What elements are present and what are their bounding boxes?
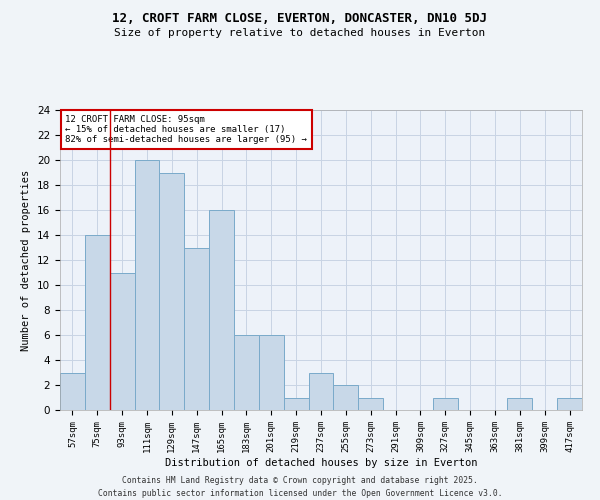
- Bar: [209, 210, 234, 410]
- Text: Contains HM Land Registry data © Crown copyright and database right 2025.
Contai: Contains HM Land Registry data © Crown c…: [98, 476, 502, 498]
- Bar: [334, 385, 358, 410]
- Bar: [433, 398, 458, 410]
- Bar: [259, 335, 284, 410]
- Bar: [85, 235, 110, 410]
- Bar: [234, 335, 259, 410]
- Text: 12, CROFT FARM CLOSE, EVERTON, DONCASTER, DN10 5DJ: 12, CROFT FARM CLOSE, EVERTON, DONCASTER…: [113, 12, 487, 26]
- Bar: [308, 372, 334, 410]
- Bar: [60, 372, 85, 410]
- Bar: [557, 398, 582, 410]
- Bar: [358, 398, 383, 410]
- Text: Size of property relative to detached houses in Everton: Size of property relative to detached ho…: [115, 28, 485, 38]
- Bar: [134, 160, 160, 410]
- Bar: [160, 172, 184, 410]
- Text: 12 CROFT FARM CLOSE: 95sqm
← 15% of detached houses are smaller (17)
82% of semi: 12 CROFT FARM CLOSE: 95sqm ← 15% of deta…: [65, 114, 307, 144]
- Bar: [284, 398, 308, 410]
- X-axis label: Distribution of detached houses by size in Everton: Distribution of detached houses by size …: [165, 458, 477, 468]
- Bar: [184, 248, 209, 410]
- Bar: [508, 398, 532, 410]
- Bar: [110, 272, 134, 410]
- Y-axis label: Number of detached properties: Number of detached properties: [22, 170, 31, 350]
